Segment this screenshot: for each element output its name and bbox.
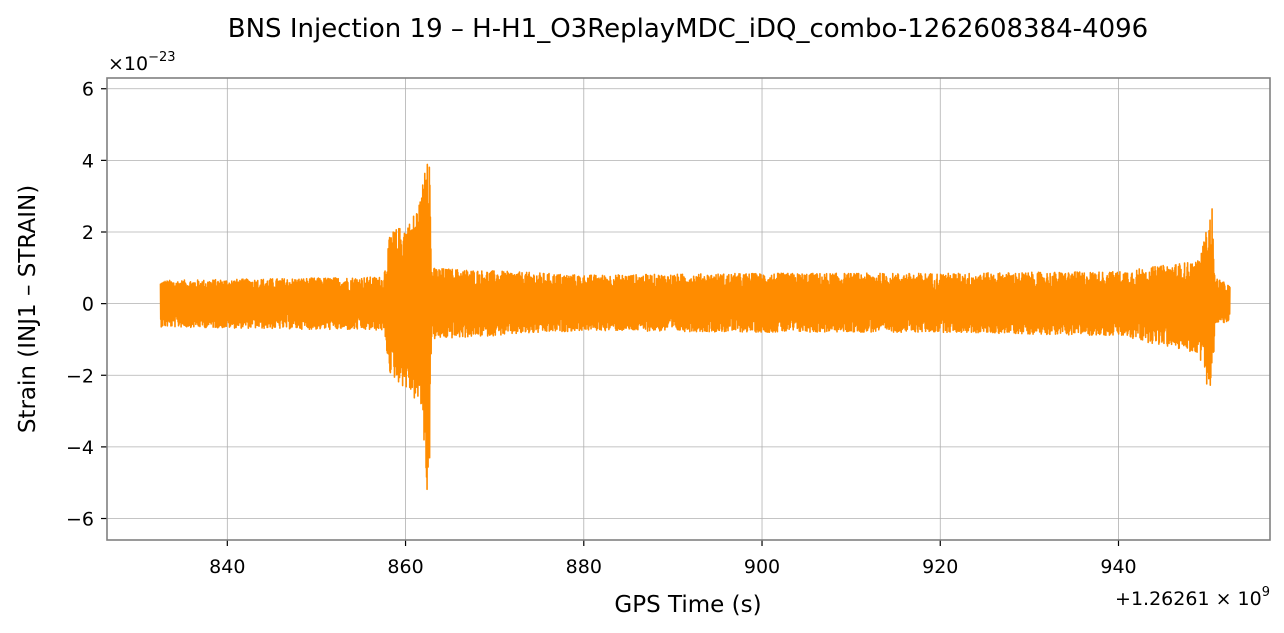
y-axis-label: Strain (INJ1 – STRAIN): [15, 185, 41, 433]
y-multiplier-base: ×10: [108, 53, 148, 75]
x-tick-label: 860: [387, 556, 423, 578]
y-multiplier: ×10−23: [108, 50, 176, 75]
series-line: [159, 163, 1231, 491]
x-offset-exponent: 9: [1262, 585, 1270, 600]
y-tick-label: −2: [66, 365, 94, 387]
x-tick-label: 920: [922, 556, 958, 578]
y-tick-label: 0: [82, 294, 94, 316]
x-offset-prefix: +1.26261 × 10: [1115, 588, 1262, 610]
y-tick-label: 4: [82, 150, 94, 172]
x-tick-label: 940: [1100, 556, 1136, 578]
y-tick-label: −4: [66, 437, 94, 459]
series-layer: [159, 163, 1231, 491]
y-tick-label: 2: [82, 222, 94, 244]
x-tick-label: 880: [566, 556, 602, 578]
chart-title: BNS Injection 19 – H-H1_O3ReplayMDC_iDQ_…: [228, 14, 1148, 44]
x-tick-label: 840: [209, 556, 245, 578]
plot-frame: [106, 77, 1271, 541]
x-tick-label: 900: [744, 556, 780, 578]
y-multiplier-exponent: −23: [148, 50, 175, 65]
x-axis-label: GPS Time (s): [614, 592, 761, 618]
y-tick-label: −6: [66, 509, 94, 531]
x-offset: +1.26261 × 109: [1115, 585, 1270, 610]
ticks-layer: 840 860 880 900 920 940 −6 −4 −2 0 2 4 6: [66, 79, 1137, 578]
y-tick-label: 6: [82, 79, 94, 101]
